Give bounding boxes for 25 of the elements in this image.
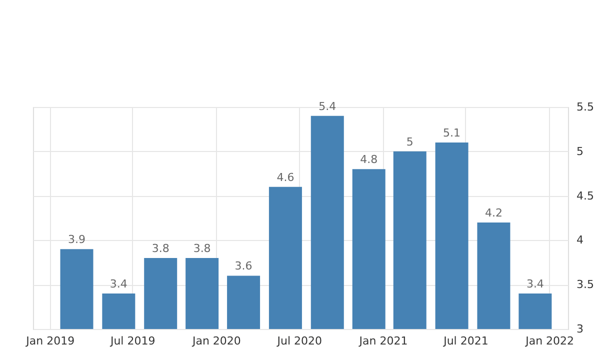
data-label: 5: [406, 135, 414, 148]
x-tick-label: Jul 2021: [442, 334, 488, 348]
x-tick-label: Jul 2019: [109, 334, 156, 348]
y-tick-label: 4.5: [576, 189, 594, 202]
y-tick-label: 5: [576, 144, 584, 158]
data-label: 5.4: [318, 100, 336, 113]
data-label: 3.4: [110, 277, 128, 290]
y-tick-label: 4: [576, 234, 584, 247]
y-tick-label: 3.5: [576, 278, 594, 292]
data-label: 4.8: [360, 153, 378, 166]
y-tick-label: 5.5: [576, 100, 594, 114]
x-tick-label: Jan 2020: [191, 334, 241, 348]
data-label: 3.8: [193, 242, 211, 255]
data-label: 3.4: [526, 277, 544, 290]
y-tick-label: 3: [576, 322, 584, 336]
data-label: 3.9: [68, 233, 86, 246]
x-tick-label: Jul 2020: [276, 334, 322, 348]
data-label: 4.2: [484, 206, 502, 220]
data-label: 3.8: [152, 242, 170, 255]
x-tick-label: Jan 2019: [25, 334, 75, 348]
data-label: 5.1: [443, 126, 461, 140]
x-tick-label: Jan 2021: [358, 334, 408, 348]
data-label: 4.6: [276, 170, 294, 184]
x-tick-label: Jan 2022: [524, 334, 574, 348]
data-label: 3.6: [234, 260, 252, 273]
